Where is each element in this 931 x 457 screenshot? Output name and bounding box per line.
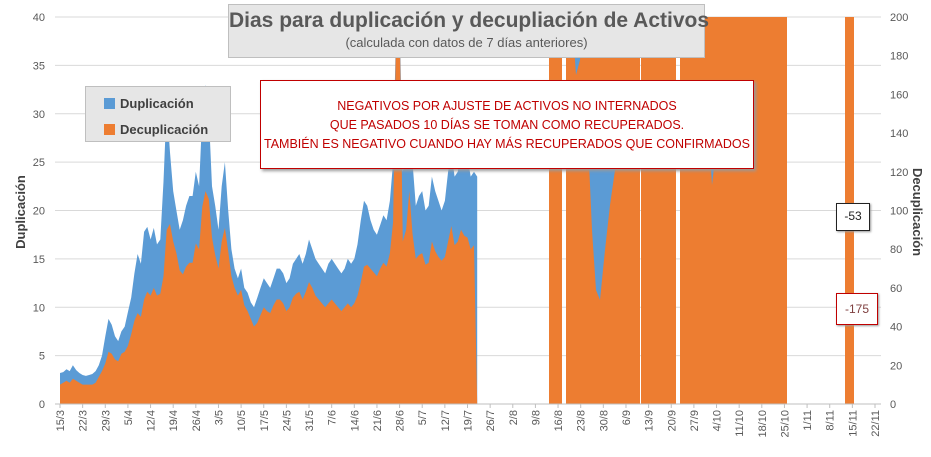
note-line-1: NEGATIVOS POR AJUSTE DE ACTIVOS NO INTER… — [337, 99, 677, 113]
y-tick-label: 5 — [39, 351, 45, 363]
y2-tick-label: 80 — [890, 244, 902, 256]
x-tick-label: 20/9 — [666, 410, 678, 431]
y-axis-title: Duplicación — [13, 175, 28, 249]
y2-tick-label: 0 — [890, 399, 896, 411]
y-tick-label: 10 — [33, 302, 45, 314]
x-tick-label: 13/9 — [644, 410, 656, 431]
x-tick-label: 12/7 — [440, 410, 452, 431]
y2-tick-label: 200 — [890, 12, 908, 24]
legend-label-decuplicacion: Decuplicación — [120, 121, 209, 137]
x-tick-label: 25/10 — [779, 410, 791, 438]
x-tick-label: 22/11 — [870, 410, 882, 437]
annotation-note: NEGATIVOS POR AJUSTE DE ACTIVOS NO INTER… — [260, 80, 754, 169]
x-tick-label: 22/3 — [78, 410, 90, 431]
x-tick-label: 19/4 — [168, 410, 180, 431]
x-tick-label: 9/8 — [530, 410, 542, 425]
x-tick-label: 11/10 — [734, 410, 746, 437]
y-tick-label: 20 — [33, 206, 45, 218]
chart-title-box: Dias para duplicación y decupliación de … — [228, 4, 710, 58]
y2-axis-title: Decuplicación — [910, 168, 925, 256]
y2-tick-label: 100 — [890, 206, 908, 218]
y2-tick-label: 20 — [890, 360, 902, 372]
legend-swatch-duplicacion — [104, 97, 115, 109]
x-tick-label: 4/10 — [712, 410, 724, 431]
x-tick-label: 15/11 — [847, 410, 859, 437]
legend-item-duplicacion: Duplicación — [104, 92, 230, 114]
series-decuplicacion-segment — [641, 17, 676, 404]
y-tick-label: 25 — [33, 157, 45, 169]
callout-value-duplicacion: -53 — [836, 203, 870, 231]
y-tick-label: 30 — [33, 109, 45, 121]
x-tick-label: 29/3 — [100, 410, 112, 431]
x-tick-label: 27/9 — [689, 410, 701, 431]
note-line-2: QUE PASADOS 10 DÍAS SE TOMAN COMO RECUPE… — [329, 118, 685, 132]
x-tick-label: 26/4 — [191, 410, 203, 431]
x-tick-label: 31/5 — [304, 410, 316, 431]
x-tick-label: 18/10 — [757, 410, 769, 438]
x-tick-label: 21/6 — [372, 410, 384, 431]
x-tick-label: 28/6 — [395, 410, 407, 431]
y2-tick-label: 140 — [890, 128, 908, 140]
legend-label-duplicacion: Duplicación — [120, 95, 194, 111]
legend-swatch-decuplicacion — [104, 123, 115, 135]
callout-value-decuplicacion: -175 — [836, 293, 878, 325]
y2-tick-label: 60 — [890, 283, 902, 295]
x-tick-label: 19/7 — [463, 410, 475, 431]
x-tick-label: 8/11 — [825, 410, 837, 431]
x-tick-label: 5/7 — [417, 410, 429, 425]
x-tick-label: 12/4 — [146, 410, 158, 431]
x-tick-label: 10/5 — [236, 410, 248, 431]
x-tick-label: 16/8 — [553, 410, 565, 431]
right-axis-ticks: 0 20 40 60 80 100 120 140 160 180 200 — [890, 12, 908, 411]
x-axis-ticks: 15/3 22/3 29/3 5/4 12/4 19/4 26/4 3/5 10/5 17/5 24… — [55, 404, 882, 438]
x-tick-label: 5/4 — [123, 410, 135, 425]
chart-title: Dias para duplicación y decupliación de … — [229, 9, 710, 32]
y-tick-label: 15 — [33, 254, 45, 266]
x-tick-label: 14/6 — [349, 410, 361, 431]
y2-tick-label: 160 — [890, 89, 908, 101]
series-decuplicacion-area — [60, 17, 478, 404]
y-tick-label: 0 — [39, 399, 45, 411]
left-axis-ticks: 0 5 10 15 20 25 30 35 40 — [33, 12, 45, 411]
x-tick-label: 23/8 — [576, 410, 588, 431]
series-decuplicacion-segment — [549, 17, 562, 404]
x-tick-label: 24/5 — [281, 410, 293, 431]
x-tick-label: 26/7 — [485, 410, 497, 431]
x-tick-label: 15/3 — [55, 410, 67, 431]
y2-tick-label: 120 — [890, 167, 908, 179]
y2-tick-label: 180 — [890, 51, 908, 63]
legend-item-decuplicacion: Decuplicación — [104, 118, 230, 140]
x-tick-label: 3/5 — [213, 410, 225, 425]
x-tick-label: 17/5 — [259, 410, 271, 431]
note-line-3: TAMBIÉN ES NEGATIVO CUANDO HAY MÁS RECUP… — [264, 137, 750, 151]
x-tick-label: 2/8 — [508, 410, 520, 425]
series-duplicacion-overlay — [588, 140, 624, 300]
x-tick-label: 1/11 — [802, 410, 814, 431]
chart-subtitle: (calculada con datos de 7 días anteriore… — [345, 35, 588, 50]
legend: Duplicación Decuplicación — [85, 86, 231, 142]
y-tick-label: 35 — [33, 60, 45, 72]
x-tick-label: 6/9 — [621, 410, 633, 425]
y2-tick-label: 40 — [890, 322, 902, 334]
x-tick-label: 30/8 — [598, 410, 610, 431]
x-tick-label: 7/6 — [327, 410, 339, 425]
y-tick-label: 40 — [33, 12, 45, 24]
